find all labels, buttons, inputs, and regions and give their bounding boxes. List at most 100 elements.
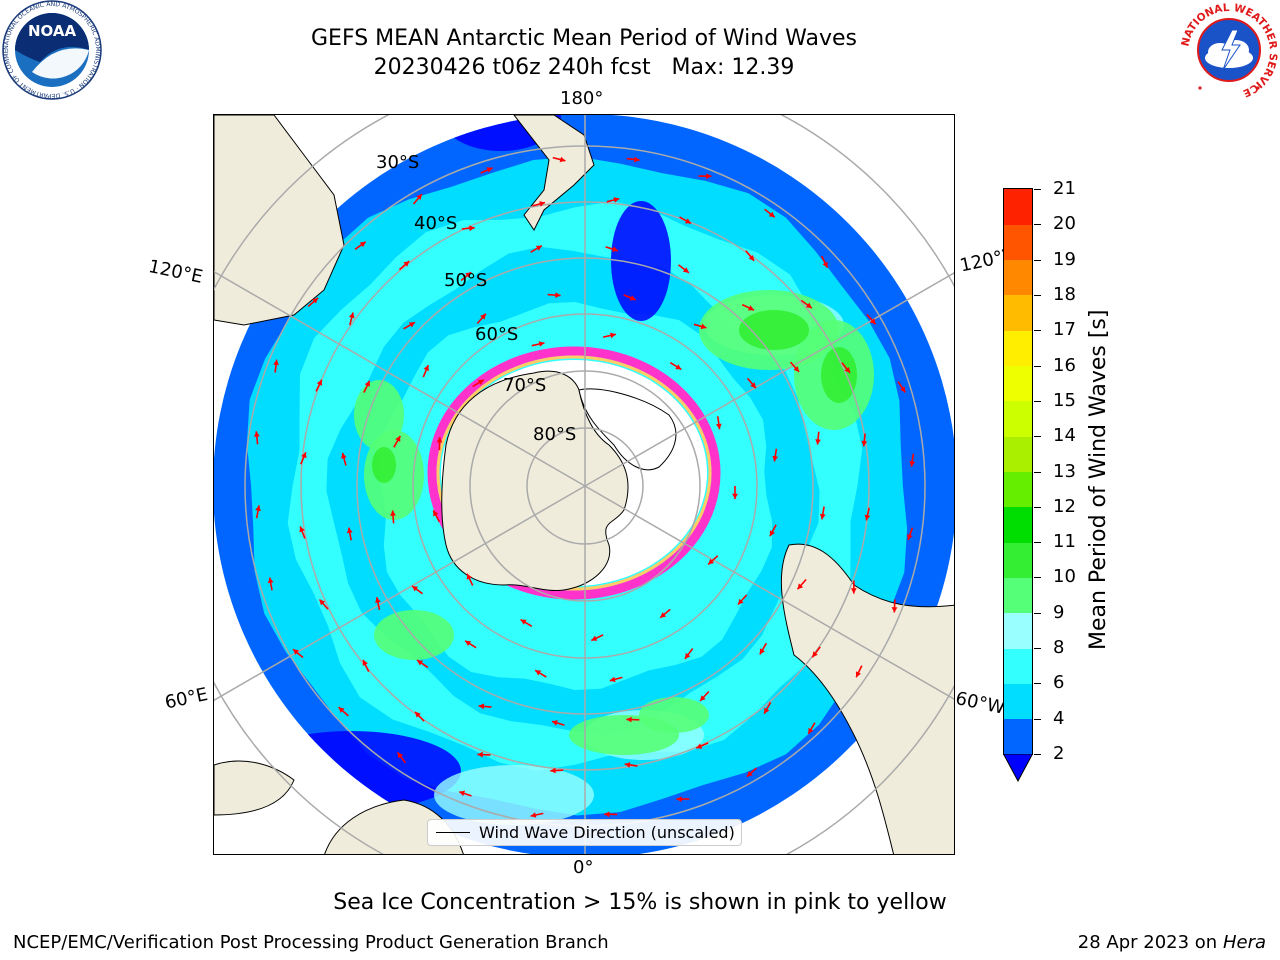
wind-wave-arrowhead [301,452,307,459]
wind-wave-arrowhead [465,272,472,278]
wind-wave-arrowhead [706,173,712,180]
colorbar-tick-label: 11 [1053,531,1076,553]
colorbar-under-arrow [1003,754,1033,782]
noaa-logo: NATIONAL OCEANIC AND ATMOSPHERIC ADMINIS… [0,0,102,100]
chart-title: GEFS MEAN Antarctic Mean Period of Wind … [311,26,857,51]
latitude-label-30s: 30°S [376,152,420,173]
ocean-low-period-patch [611,201,671,321]
colorbar-segment [1004,436,1032,472]
colorbar-segment [1004,259,1032,296]
wind-wave-arrowhead [416,194,422,200]
wind-wave-arrowhead [469,225,475,232]
legend-line-icon [436,832,470,833]
wind-wave-arrowhead [477,379,484,385]
colorbar-segment [1004,577,1032,614]
longitude-label-180: 180° [560,88,604,109]
wind-wave-arrowhead [716,423,722,430]
colorbar-segment [1004,224,1032,261]
colorbar-tick-label: 12 [1053,495,1076,517]
new-zealand-land [513,115,595,231]
colorbar-tick [1034,754,1041,755]
wind-wave-arrowhead [738,598,744,605]
ocean-10-11s-patch [372,447,396,483]
wind-wave-arrowhead [293,649,299,655]
sea-ice-caption-text: Sea Ice Concentration > 15% is shown in … [333,890,947,915]
wind-wave-arrowhead [708,558,714,565]
colorbar-tick [1034,294,1041,296]
wind-wave-arrowhead [793,366,800,372]
colorbar-segment [1004,683,1032,720]
colorbar-tick [1034,400,1041,402]
colorbar-tick-label: 21 [1053,178,1076,199]
colorbar-tick-label: 17 [1053,319,1076,341]
wind-wave-arrowhead [685,218,691,224]
wind-wave-arrowhead [417,660,423,666]
colorbar-segment [1004,612,1032,649]
colorbar-segment [1004,718,1032,755]
colorbar-tick-label: 2 [1053,743,1065,764]
map-legend: Wind Wave Direction (unscaled) [427,819,742,846]
wind-wave-arrowhead [850,588,857,594]
longitude-label-60e: 60°E [163,684,210,714]
wind-wave-arrowhead [634,156,640,163]
colorbar-tick-label: 9 [1053,601,1065,623]
wind-wave-arrowhead [459,790,466,797]
footer-date-text: 28 Apr 2023 on [1077,932,1223,953]
meridian-line [214,485,586,702]
wind-wave-arrowhead [812,651,818,658]
colorbar-tick [1034,224,1041,226]
wind-wave-arrowhead [375,597,381,603]
wind-wave-arrowhead [861,440,868,447]
ocean-10-11s-patch [821,347,857,403]
wind-wave-arrowhead [403,261,410,267]
colorbar-segment [1004,542,1032,578]
colorbar-segment [1004,506,1032,543]
wind-wave-arrowhead [412,586,418,592]
colorbar-tick-label: 13 [1053,460,1076,482]
colorbar-tick [1034,648,1041,650]
colorbar-tick-label: 10 [1053,566,1076,588]
colorbar-tick [1034,259,1041,261]
wind-wave-arrowhead [819,513,826,520]
noaa-logo-text: NOAA [28,22,77,40]
wind-wave-arrowhead [338,707,345,713]
wind-wave-arrowhead [855,671,861,678]
wind-wave-arrowhead [362,659,368,666]
colorbar-segment [1004,471,1032,508]
wind-wave-arrowhead [612,246,618,252]
wind-wave-arrowhead [870,318,876,325]
wind-wave-arrowhead [423,365,429,372]
wind-wave-arrowhead [539,201,545,207]
wind-wave-arrowhead [675,364,682,370]
wind-wave-arrowhead [815,439,821,445]
wind-wave-arrowhead [397,752,403,759]
wind-wave-arrowhead [684,652,691,659]
wind-wave-arrowhead [696,743,703,749]
colorbar-tick-label: 20 [1053,213,1076,235]
colorbar-tick-label: 8 [1053,637,1065,659]
colorbar-tick-label: 15 [1053,389,1076,411]
wind-wave-arrowhead [359,241,366,248]
colorbar-tick [1034,506,1041,508]
footer-host: Hera [1222,932,1266,953]
wind-wave-arrowhead [390,510,396,516]
colorbar-tick-label: 19 [1053,248,1076,270]
wind-wave-arrowhead [700,695,706,701]
colorbar-tick [1034,189,1041,190]
wind-wave-arrowhead [267,577,274,584]
wind-wave-arrowhead [436,437,443,443]
wind-wave-arrowhead [480,313,486,320]
wind-wave-arrowhead [604,811,610,818]
colorbar-tick-label: 18 [1053,283,1076,305]
colorbar-tick [1034,436,1041,438]
wind-wave-arrowhead [550,767,556,774]
colorbar-tick-label: 4 [1053,707,1065,729]
wind-wave-arrowhead [629,295,636,301]
wind-wave-arrowhead [610,332,616,339]
legend-label: Wind Wave Direction (unscaled) [479,823,735,842]
latitude-label-60s: 60°S [475,324,519,345]
madagascar-land [214,760,295,816]
wind-wave-arrowhead [478,703,485,710]
wind-wave-arrowhead [626,716,632,723]
national-weather-service-logo: NATIONAL WEATHER SERVICE [1179,1,1279,99]
